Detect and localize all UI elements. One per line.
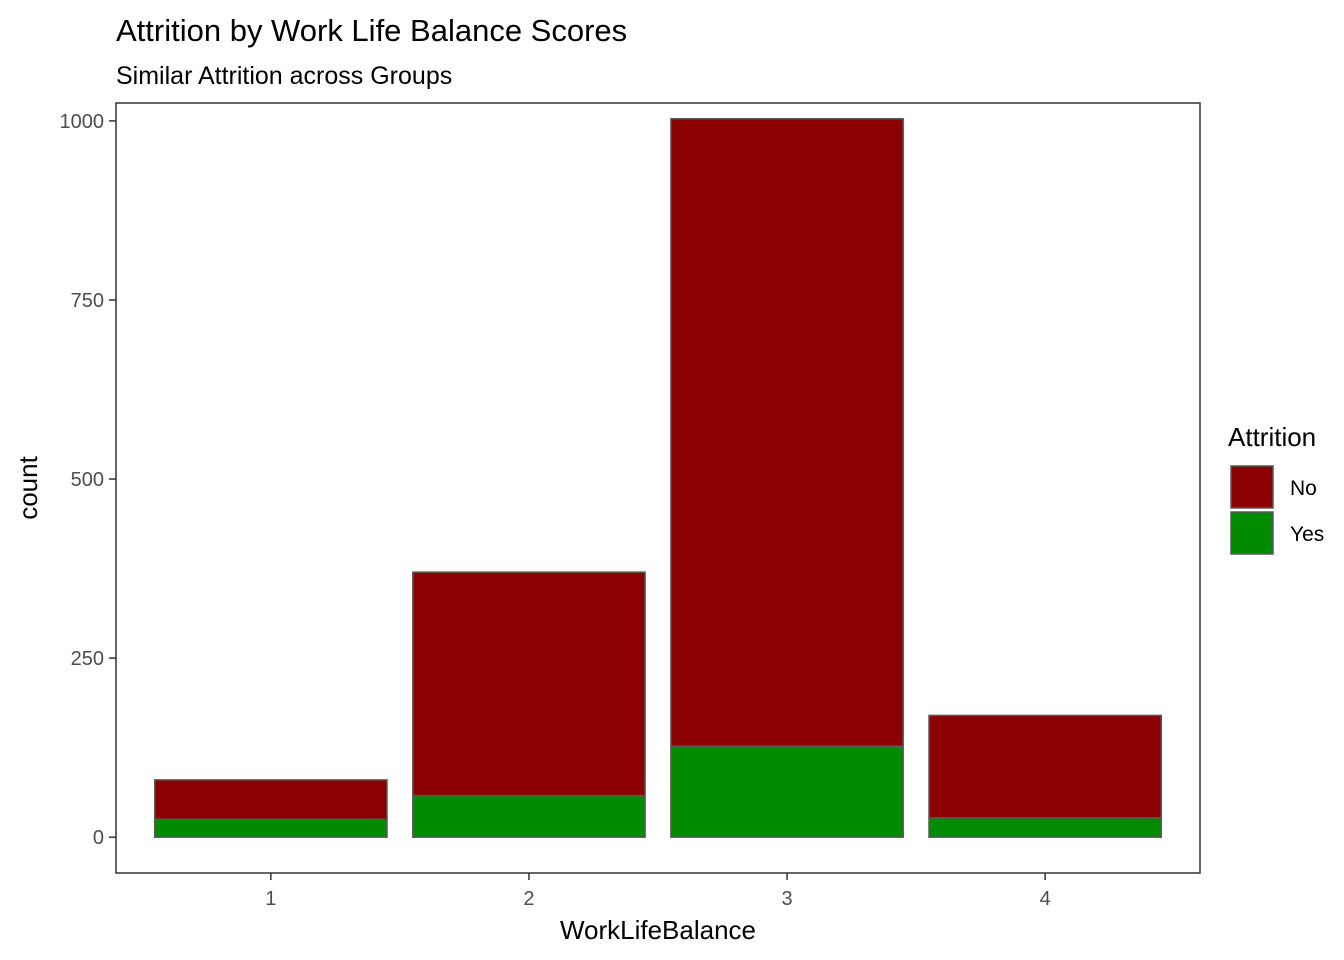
bar-no-1 bbox=[153, 779, 388, 821]
bars bbox=[153, 118, 1163, 838]
bar-yes-2 bbox=[412, 794, 646, 838]
bar-no-3 bbox=[670, 118, 904, 747]
bar-yes-4 bbox=[928, 817, 1163, 838]
legend-label-yes: Yes bbox=[1290, 523, 1324, 546]
x-tick-label: 3 bbox=[781, 888, 792, 910]
bar-no-4 bbox=[928, 714, 1163, 819]
y-tick-label: 0 bbox=[93, 827, 104, 849]
legend-key-no bbox=[1230, 465, 1274, 509]
x-tick-label: 4 bbox=[1040, 888, 1051, 910]
y-tick-label: 750 bbox=[71, 290, 104, 312]
legend-label-no: No bbox=[1290, 477, 1317, 500]
bar-yes-1 bbox=[153, 818, 388, 838]
legend-key-yes bbox=[1230, 511, 1274, 555]
y-tick-label: 1000 bbox=[60, 111, 105, 133]
y-tick-label: 250 bbox=[71, 648, 104, 670]
y-axis-title: count bbox=[13, 455, 43, 519]
chart-title: Attrition by Work Life Balance Scores bbox=[116, 13, 627, 48]
legend-title: Attrition bbox=[1228, 422, 1316, 452]
x-axis: 1 2 3 4 bbox=[265, 873, 1051, 910]
y-tick-label: 500 bbox=[71, 469, 104, 491]
y-axis: 0 250 500 750 1000 bbox=[60, 111, 116, 849]
bar-no-2 bbox=[412, 571, 646, 797]
x-tick-label: 1 bbox=[265, 888, 276, 910]
x-axis-title: WorkLifeBalance bbox=[560, 915, 756, 945]
chart-subtitle: Similar Attrition across Groups bbox=[116, 62, 452, 90]
x-tick-label: 2 bbox=[523, 888, 534, 910]
legend: Attrition No Yes bbox=[1228, 422, 1324, 555]
bar-yes-3 bbox=[670, 745, 904, 838]
